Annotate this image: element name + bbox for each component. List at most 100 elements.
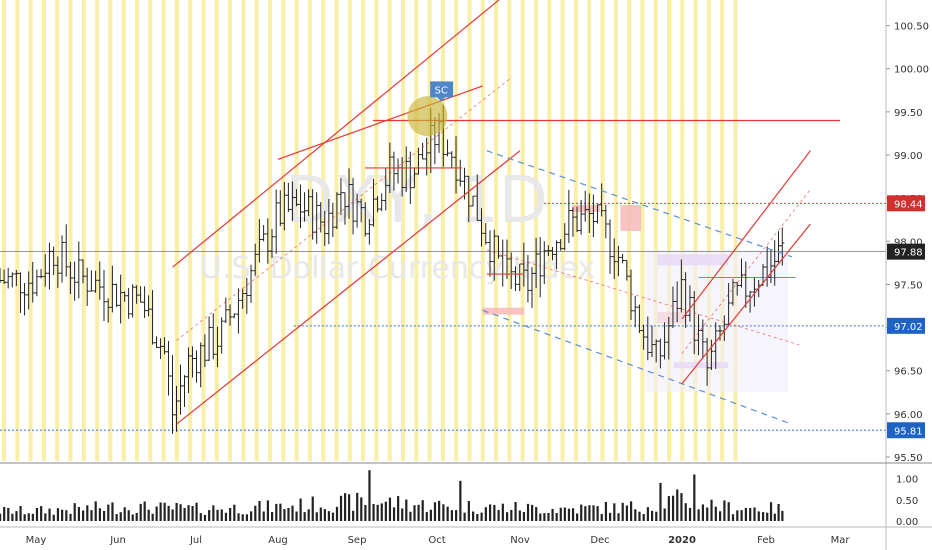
vertical-band bbox=[653, 0, 658, 461]
volume-bar bbox=[135, 513, 138, 521]
volume-bar bbox=[397, 496, 400, 521]
ohlc-bar bbox=[89, 270, 94, 292]
volume-bar bbox=[335, 506, 339, 521]
price-tag-group: 98.44 97.88 97.02 95.81 bbox=[887, 195, 925, 439]
ohlc-bar bbox=[0, 268, 2, 283]
volume-bar bbox=[777, 503, 780, 521]
volume-bar bbox=[655, 511, 658, 521]
volume-bar bbox=[671, 495, 675, 521]
volume-bar bbox=[191, 506, 194, 521]
volume-bar bbox=[757, 511, 760, 521]
volume-bar bbox=[459, 480, 462, 521]
ohlc-bar bbox=[334, 192, 339, 230]
vertical-band bbox=[520, 0, 525, 461]
volume-bar bbox=[151, 513, 154, 521]
volume-bar bbox=[3, 506, 6, 521]
watermark-subtitle: U.S. Dollar Currency Index bbox=[200, 251, 595, 286]
ohlc-bar bbox=[182, 375, 187, 407]
volume-bar bbox=[388, 497, 392, 521]
ohlc-bar bbox=[211, 313, 216, 360]
volume-bar bbox=[237, 513, 240, 521]
ohlc-bar bbox=[186, 347, 191, 393]
ohlc-bar bbox=[162, 337, 167, 355]
time-tick-label: May bbox=[26, 535, 47, 546]
volume-bar bbox=[630, 501, 633, 521]
volume-bar bbox=[547, 512, 550, 521]
volume-bar bbox=[380, 503, 383, 521]
annotation-group: SC bbox=[430, 81, 454, 102]
volume-bar bbox=[576, 513, 579, 521]
descending-channel-mid bbox=[486, 249, 800, 346]
ohlc-bar bbox=[302, 192, 307, 222]
ohlc-bar bbox=[709, 339, 714, 370]
volume-bar bbox=[744, 507, 747, 521]
volume-bar bbox=[245, 514, 249, 521]
ohlc-bar bbox=[562, 223, 567, 251]
ohlc-bar bbox=[583, 190, 588, 222]
volume-bar bbox=[15, 511, 18, 521]
ohlc-bar bbox=[22, 283, 27, 316]
volume-bar bbox=[179, 504, 182, 521]
ohlc-bar bbox=[215, 326, 220, 368]
volume-bar bbox=[360, 497, 363, 521]
volume-bar bbox=[356, 492, 359, 521]
price-tag bbox=[887, 195, 925, 212]
volume-bar bbox=[518, 510, 521, 521]
volume-bar bbox=[684, 503, 687, 521]
ohlc-bar bbox=[558, 239, 563, 251]
ohlc-bar bbox=[290, 181, 295, 221]
volume-bar bbox=[638, 511, 641, 521]
volume-bar bbox=[596, 506, 599, 521]
volume-bar bbox=[98, 508, 101, 521]
ohlc-bar bbox=[60, 235, 65, 283]
ohlc-bar bbox=[351, 177, 356, 235]
price-tick-label: 96.00 bbox=[894, 410, 923, 421]
ohlc-bar bbox=[158, 338, 163, 360]
highlight-zone bbox=[482, 307, 524, 315]
volume-bar bbox=[505, 512, 509, 521]
vertical-band bbox=[121, 0, 126, 461]
ascending-channel-mid bbox=[176, 77, 512, 341]
ohlc-bar bbox=[662, 322, 667, 360]
rising-channel-mid bbox=[681, 189, 811, 354]
volume-bar bbox=[295, 511, 298, 521]
ohlc-bar bbox=[134, 285, 139, 304]
volume-bar bbox=[693, 474, 696, 521]
ohlc-bar bbox=[542, 241, 547, 285]
ohlc-bar bbox=[47, 242, 52, 290]
volume-bar bbox=[115, 514, 118, 521]
volume-bar bbox=[254, 505, 257, 521]
ohlc-bar bbox=[228, 304, 233, 326]
volume-bar bbox=[270, 512, 274, 521]
volume-bar bbox=[376, 504, 379, 521]
volume-bar bbox=[667, 496, 670, 521]
volume-bar bbox=[159, 502, 162, 521]
ohlc-bar bbox=[616, 245, 621, 277]
ohlc-bar bbox=[269, 229, 274, 258]
volume-bar bbox=[287, 507, 290, 521]
vertical-band bbox=[2, 0, 6, 461]
volume-bar bbox=[484, 507, 487, 521]
volume-bar bbox=[740, 510, 743, 521]
volume-bar bbox=[48, 508, 51, 521]
ohlc-bar bbox=[150, 290, 155, 345]
ohlc-bar bbox=[752, 277, 757, 307]
ohlc-bar bbox=[566, 189, 571, 243]
ohlc-bar bbox=[633, 296, 638, 328]
ohlc-bar bbox=[202, 334, 207, 368]
price-tick-label: 99.50 bbox=[894, 108, 923, 119]
time-tick-label: Dec bbox=[590, 535, 609, 546]
vertical-band bbox=[281, 0, 286, 461]
vertical-band bbox=[321, 0, 326, 461]
volume-bar bbox=[588, 505, 591, 521]
volume-bar bbox=[421, 500, 424, 521]
vertical-band bbox=[667, 0, 671, 461]
time-tick-label: Feb bbox=[757, 535, 775, 546]
ohlc-bar bbox=[363, 202, 368, 237]
ohlc-bar bbox=[612, 238, 617, 280]
ohlc-bar bbox=[550, 246, 555, 261]
volume-bar bbox=[659, 482, 662, 521]
volume-bar bbox=[446, 506, 449, 521]
volume-bar bbox=[352, 510, 355, 521]
